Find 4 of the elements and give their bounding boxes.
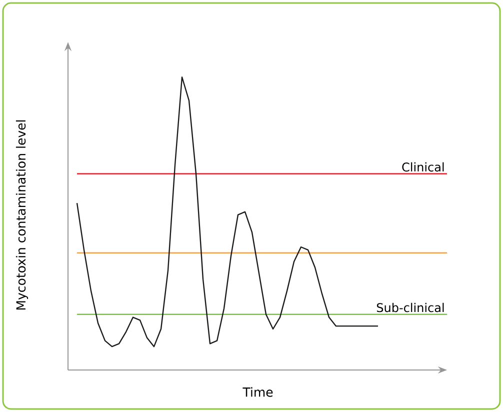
ref-line-label: Clinical <box>402 162 444 172</box>
x-axis-title: Time <box>242 387 273 397</box>
ref-line-label: Sub-clinical <box>376 302 444 312</box>
y-axis-title: Mycotoxin contamination level <box>16 120 28 310</box>
